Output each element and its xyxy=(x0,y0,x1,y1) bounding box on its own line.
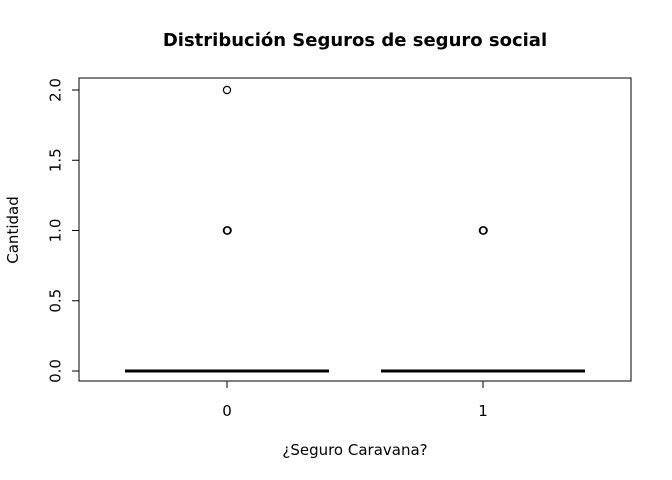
y-tick-label: 1.0 xyxy=(46,219,64,243)
box-group-0 xyxy=(125,85,329,373)
outlier-point xyxy=(222,85,232,95)
y-axis: 0.0 0.5 1.0 1.5 2.0 xyxy=(46,78,80,383)
y-tick-label: 1.5 xyxy=(46,148,64,172)
outlier-point xyxy=(479,226,488,235)
y-tick-label: 0.5 xyxy=(46,289,64,313)
chart-title: Distribución Seguros de seguro social xyxy=(163,30,547,51)
boxes-layer xyxy=(125,85,585,373)
y-axis-label: Cantidad xyxy=(4,196,22,263)
x-tick-label: 1 xyxy=(478,402,488,420)
outlier-point xyxy=(223,226,232,235)
y-tick-label: 0.0 xyxy=(46,359,64,383)
x-axis-label: ¿Seguro Caravana? xyxy=(282,441,427,459)
y-tick-label: 2.0 xyxy=(46,78,64,102)
box-group-1 xyxy=(381,226,585,373)
x-tick-label: 0 xyxy=(222,402,232,420)
